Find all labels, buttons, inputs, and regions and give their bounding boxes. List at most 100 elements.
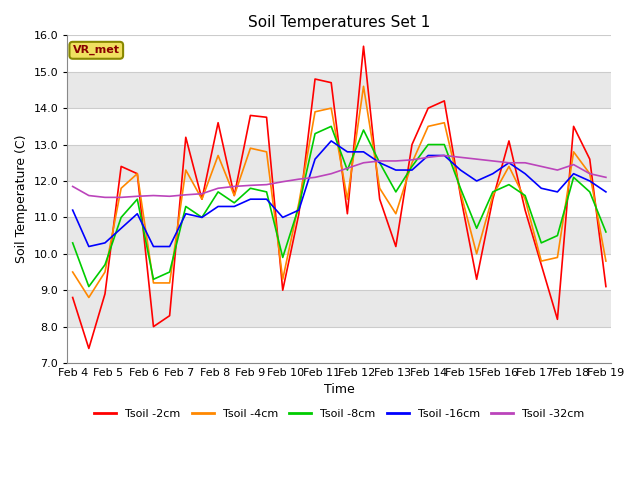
Tsoil -32cm	[101, 194, 109, 200]
Line: Tsoil -2cm: Tsoil -2cm	[73, 46, 606, 348]
Tsoil -4cm	[230, 192, 238, 198]
Bar	[67, 144, 611, 181]
Tsoil -16cm	[521, 171, 529, 177]
Tsoil -4cm	[554, 254, 561, 260]
Tsoil -8cm	[473, 226, 481, 231]
Tsoil -4cm	[311, 109, 319, 115]
Tsoil -4cm	[586, 171, 593, 177]
Tsoil -2cm	[489, 196, 497, 202]
Tsoil -8cm	[456, 185, 464, 191]
Tsoil -16cm	[246, 196, 254, 202]
Tsoil -4cm	[489, 192, 497, 198]
Tsoil -2cm	[586, 156, 593, 162]
Tsoil -32cm	[85, 192, 93, 198]
Tsoil -2cm	[134, 171, 141, 177]
X-axis label: Time: Time	[324, 384, 355, 396]
Tsoil -32cm	[117, 194, 125, 200]
Tsoil -4cm	[150, 280, 157, 286]
Tsoil -32cm	[408, 157, 416, 163]
Tsoil -2cm	[311, 76, 319, 82]
Tsoil -4cm	[117, 185, 125, 191]
Tsoil -2cm	[214, 120, 222, 126]
Tsoil -4cm	[69, 269, 77, 275]
Tsoil -2cm	[570, 123, 577, 129]
Tsoil -8cm	[279, 254, 287, 260]
Tsoil -8cm	[246, 185, 254, 191]
Tsoil -2cm	[440, 98, 448, 104]
Tsoil -4cm	[134, 171, 141, 177]
Tsoil -2cm	[279, 288, 287, 293]
Tsoil -2cm	[295, 211, 303, 216]
Tsoil -8cm	[311, 131, 319, 136]
Tsoil -32cm	[279, 179, 287, 185]
Tsoil -2cm	[150, 324, 157, 329]
Tsoil -16cm	[182, 211, 189, 216]
Tsoil -32cm	[489, 158, 497, 164]
Tsoil -8cm	[424, 142, 432, 147]
Tsoil -2cm	[554, 316, 561, 322]
Tsoil -4cm	[101, 269, 109, 275]
Tsoil -16cm	[424, 153, 432, 158]
Bar	[67, 254, 611, 290]
Tsoil -16cm	[166, 244, 173, 250]
Bar	[67, 108, 611, 144]
Tsoil -32cm	[69, 183, 77, 189]
Tsoil -2cm	[521, 207, 529, 213]
Tsoil -2cm	[263, 114, 271, 120]
Tsoil -2cm	[182, 134, 189, 140]
Tsoil -16cm	[198, 215, 206, 220]
Line: Tsoil -16cm: Tsoil -16cm	[73, 141, 606, 247]
Tsoil -16cm	[440, 153, 448, 158]
Tsoil -2cm	[166, 313, 173, 319]
Tsoil -4cm	[602, 258, 610, 264]
Tsoil -16cm	[473, 178, 481, 184]
Line: Tsoil -8cm: Tsoil -8cm	[73, 126, 606, 287]
Tsoil -2cm	[230, 192, 238, 198]
Tsoil -32cm	[440, 153, 448, 158]
Tsoil -32cm	[182, 192, 189, 198]
Tsoil -4cm	[521, 196, 529, 202]
Tsoil -16cm	[328, 138, 335, 144]
Tsoil -16cm	[295, 207, 303, 213]
Tsoil -8cm	[521, 192, 529, 198]
Tsoil -8cm	[489, 189, 497, 195]
Tsoil -4cm	[440, 120, 448, 126]
Tsoil -4cm	[408, 160, 416, 166]
Tsoil -4cm	[424, 123, 432, 129]
Tsoil -2cm	[424, 105, 432, 111]
Line: Tsoil -32cm: Tsoil -32cm	[73, 156, 606, 197]
Tsoil -4cm	[570, 149, 577, 155]
Tsoil -2cm	[602, 284, 610, 289]
Tsoil -8cm	[295, 204, 303, 209]
Tsoil -2cm	[117, 164, 125, 169]
Tsoil -8cm	[214, 189, 222, 195]
Tsoil -4cm	[456, 189, 464, 195]
Tsoil -32cm	[344, 165, 351, 171]
Tsoil -32cm	[311, 174, 319, 180]
Tsoil -2cm	[328, 80, 335, 85]
Bar	[67, 290, 611, 326]
Bar	[67, 217, 611, 254]
Tsoil -32cm	[554, 167, 561, 173]
Tsoil -8cm	[134, 196, 141, 202]
Bar	[67, 36, 611, 72]
Tsoil -4cm	[85, 295, 93, 300]
Tsoil -16cm	[85, 244, 93, 250]
Tsoil -4cm	[344, 196, 351, 202]
Tsoil -16cm	[279, 215, 287, 220]
Tsoil -2cm	[473, 276, 481, 282]
Tsoil -2cm	[101, 291, 109, 297]
Tsoil -4cm	[182, 167, 189, 173]
Tsoil -32cm	[166, 193, 173, 199]
Bar	[67, 72, 611, 108]
Tsoil -16cm	[392, 167, 400, 173]
Tsoil -16cm	[408, 167, 416, 173]
Tsoil -2cm	[376, 196, 383, 202]
Tsoil -8cm	[117, 215, 125, 220]
Tsoil -2cm	[408, 142, 416, 147]
Tsoil -4cm	[246, 145, 254, 151]
Tsoil -16cm	[489, 171, 497, 177]
Tsoil -32cm	[521, 160, 529, 166]
Tsoil -8cm	[505, 182, 513, 188]
Tsoil -4cm	[214, 153, 222, 158]
